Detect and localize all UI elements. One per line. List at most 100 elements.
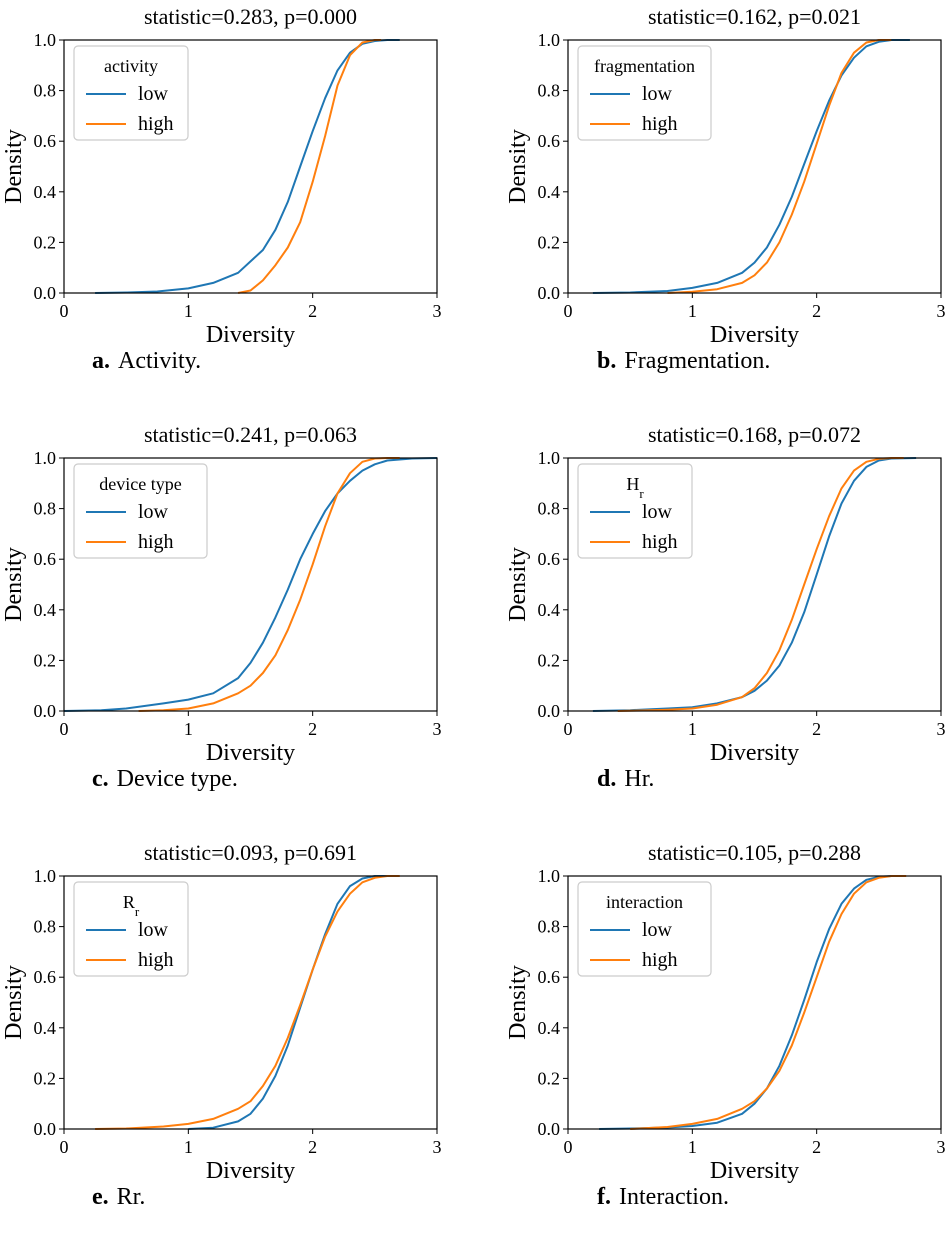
legend-box [577,881,712,977]
y-tick-label: 0.6 [538,131,561,151]
chart-title: statistic=0.093, p=0.691 [144,840,357,865]
caption-text: Device type. [116,766,238,792]
x-axis-label: Diversity [206,1158,295,1184]
x-axis-label: Diversity [710,322,799,348]
y-axis-label: Density [1,965,27,1040]
legend-label-high: high [138,531,174,553]
legend-label-low: low [642,501,673,523]
legend-label-high: high [642,113,678,135]
x-tick-label: 1 [688,1137,697,1157]
legend-box [73,881,189,977]
y-axis-label: Density [1,547,27,622]
x-tick-label: 0 [60,301,69,321]
axes-frame [567,39,942,294]
legend-label-low: low [138,83,169,105]
x-tick-label: 0 [564,301,573,321]
caption-text: Rr. [116,1184,146,1210]
x-tick-label: 1 [184,1137,193,1157]
x-axis-label: Diversity [710,1158,799,1184]
legend-box [577,45,712,141]
panel-caption: c. Device type. [92,766,238,793]
chart-panel-4: statistic=0.168, p=0.072 0.0 0.2 0.4 0.6 0.8 1… [505,422,946,766]
y-tick-label: 0.6 [34,131,57,151]
chart-title: statistic=0.168, p=0.072 [648,422,861,447]
y-axis-label: Density [505,965,531,1040]
legend-box [73,45,189,141]
legend: activity low high [73,45,189,141]
x-tick-label: 3 [937,1137,946,1157]
caption-text: Activity. [118,348,202,374]
x-tick-label: 2 [812,719,821,739]
y-tick-label: 1.0 [34,866,57,886]
series-line-high [237,39,382,294]
x-tick-label: 3 [433,301,442,321]
x-tick-label: 3 [937,301,946,321]
chart-title: statistic=0.283, p=0.000 [144,4,357,29]
caption-letter: c. [92,766,109,792]
y-tick-label: 0.4 [34,1018,57,1038]
caption-text: Fragmentation. [624,348,771,374]
y-tick-label: 1.0 [538,448,561,468]
series-line-high [138,457,400,712]
x-tick-label: 0 [564,719,573,739]
y-axis-label: Density [505,547,531,622]
y-tick-label: 0.4 [538,600,561,620]
y-tick-label: 1.0 [34,448,57,468]
y-tick-label: 0.2 [538,232,561,252]
x-tick-label: 3 [433,719,442,739]
chart-panel-6: statistic=0.105, p=0.288 0.0 0.2 0.4 0.6 0.8 1… [505,840,946,1184]
series-line-high [630,875,907,1130]
x-tick-label: 1 [184,301,193,321]
legend-box [577,463,693,559]
legend-label-low: low [642,919,673,941]
legend-label-low: low [138,919,169,941]
x-tick-label: 1 [688,719,697,739]
y-tick-label: 0.4 [34,182,57,202]
chart-panel-3: statistic=0.241, p=0.063 0.0 0.2 0.4 0.6 0.8 1… [1,422,442,766]
series-line-low [592,39,910,294]
legend-label-low: low [642,83,673,105]
caption-letter: a. [92,348,110,374]
y-tick-label: 0.8 [538,81,561,101]
chart-title: statistic=0.162, p=0.021 [648,4,861,29]
y-tick-label: 0.6 [34,549,57,569]
y-tick-label: 0.8 [34,499,57,519]
legend: interaction low high [577,881,712,977]
x-tick-label: 2 [812,1137,821,1157]
x-tick-label: 2 [812,301,821,321]
series-line-high [617,457,904,712]
x-tick-label: 0 [60,1137,69,1157]
chart-panel-5: statistic=0.093, p=0.691 0.0 0.2 0.4 0.6 0.8 1… [1,840,442,1184]
series-line-high [667,39,892,294]
caption-letter: f. [597,1184,611,1210]
y-tick-label: 0.6 [538,967,561,987]
x-tick-label: 3 [937,719,946,739]
panel-caption: d. Hr. [597,766,654,793]
legend: device type low high [73,463,208,559]
series-line-low [63,457,438,712]
caption-text: Hr. [624,766,655,792]
chart-title: statistic=0.105, p=0.288 [648,840,861,865]
x-axis-label: Diversity [206,322,295,348]
axes-frame [63,457,438,712]
legend-title: device type [99,474,181,494]
y-tick-label: 0.8 [538,499,561,519]
series-line-low [592,457,917,712]
legend-label-high: high [138,113,174,135]
y-tick-label: 0.2 [34,1068,57,1088]
x-axis-label: Diversity [710,740,799,766]
legend-label-high: high [642,949,678,971]
caption-letter: b. [597,348,617,374]
y-tick-label: 0.6 [538,549,561,569]
x-axis-label: Diversity [206,740,295,766]
caption-text: Interaction. [619,1184,729,1210]
y-axis-label: Density [505,129,531,204]
axes-frame [567,875,942,1130]
x-tick-label: 1 [184,719,193,739]
axes-frame [63,39,438,294]
chart-panel-1: statistic=0.283, p=0.000 0.0 0.2 0.4 0.6 0.8 1… [1,4,442,348]
series-line-high [95,875,400,1130]
